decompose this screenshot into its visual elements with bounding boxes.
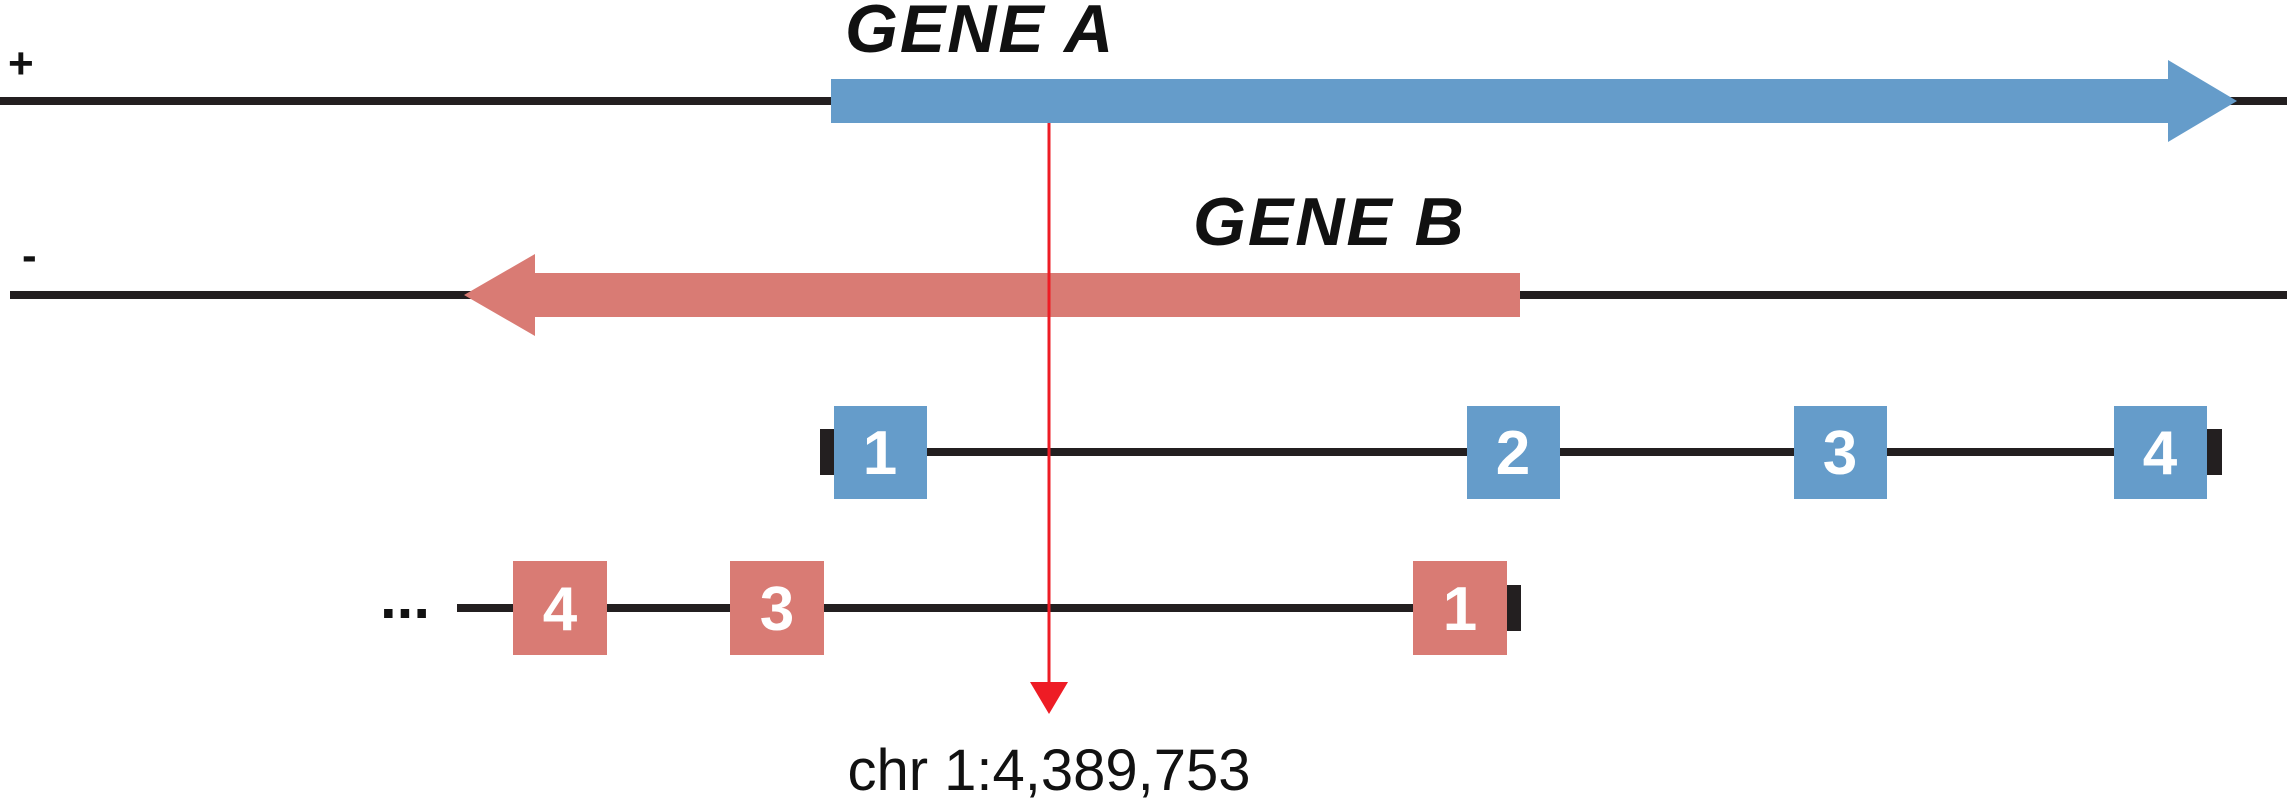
gene-b-exon-3 [730,561,824,655]
gene-b-arrow [464,254,1520,336]
gene-a-arrow [831,60,2237,142]
gene-a-exon-3-label: 3 [1823,419,1857,488]
gene-a-exon-3 [1794,406,1887,499]
gene-a-utr-start [820,429,836,475]
gene-a-label: GENE A [845,0,1115,67]
gene-b-continuation: ... [380,564,430,631]
gene-a-exon-4 [2114,406,2207,499]
gene-a-exon-track: 1 2 3 4 [820,406,2222,499]
gene-b-exon-1-label: 1 [1443,575,1477,644]
gene-a-exon-1-label: 1 [863,419,897,488]
plus-strand-label: + [8,39,34,88]
minus-strand-label: - [22,231,37,280]
gene-a-utr-end [2206,429,2222,475]
gene-b-exon-3-label: 3 [760,575,794,644]
gene-a-exon-4-label: 4 [2143,419,2178,488]
gene-a-exon-1 [834,406,927,499]
gene-a-exon-2 [1467,406,1560,499]
gene-b-exon-4 [513,561,607,655]
gene-b-exon-track: ... 4 3 1 [380,561,1521,655]
gene-b-utr-start [1505,585,1521,631]
gene-b-exon-1 [1413,561,1507,655]
marker-coordinate-label: chr 1:4,389,753 [847,738,1250,799]
gene-b-label: GENE B [1193,184,1466,260]
marker-arrowhead [1030,682,1068,714]
gene-b-exon-4-label: 4 [543,575,578,644]
gene-a-exon-2-label: 2 [1496,419,1530,488]
